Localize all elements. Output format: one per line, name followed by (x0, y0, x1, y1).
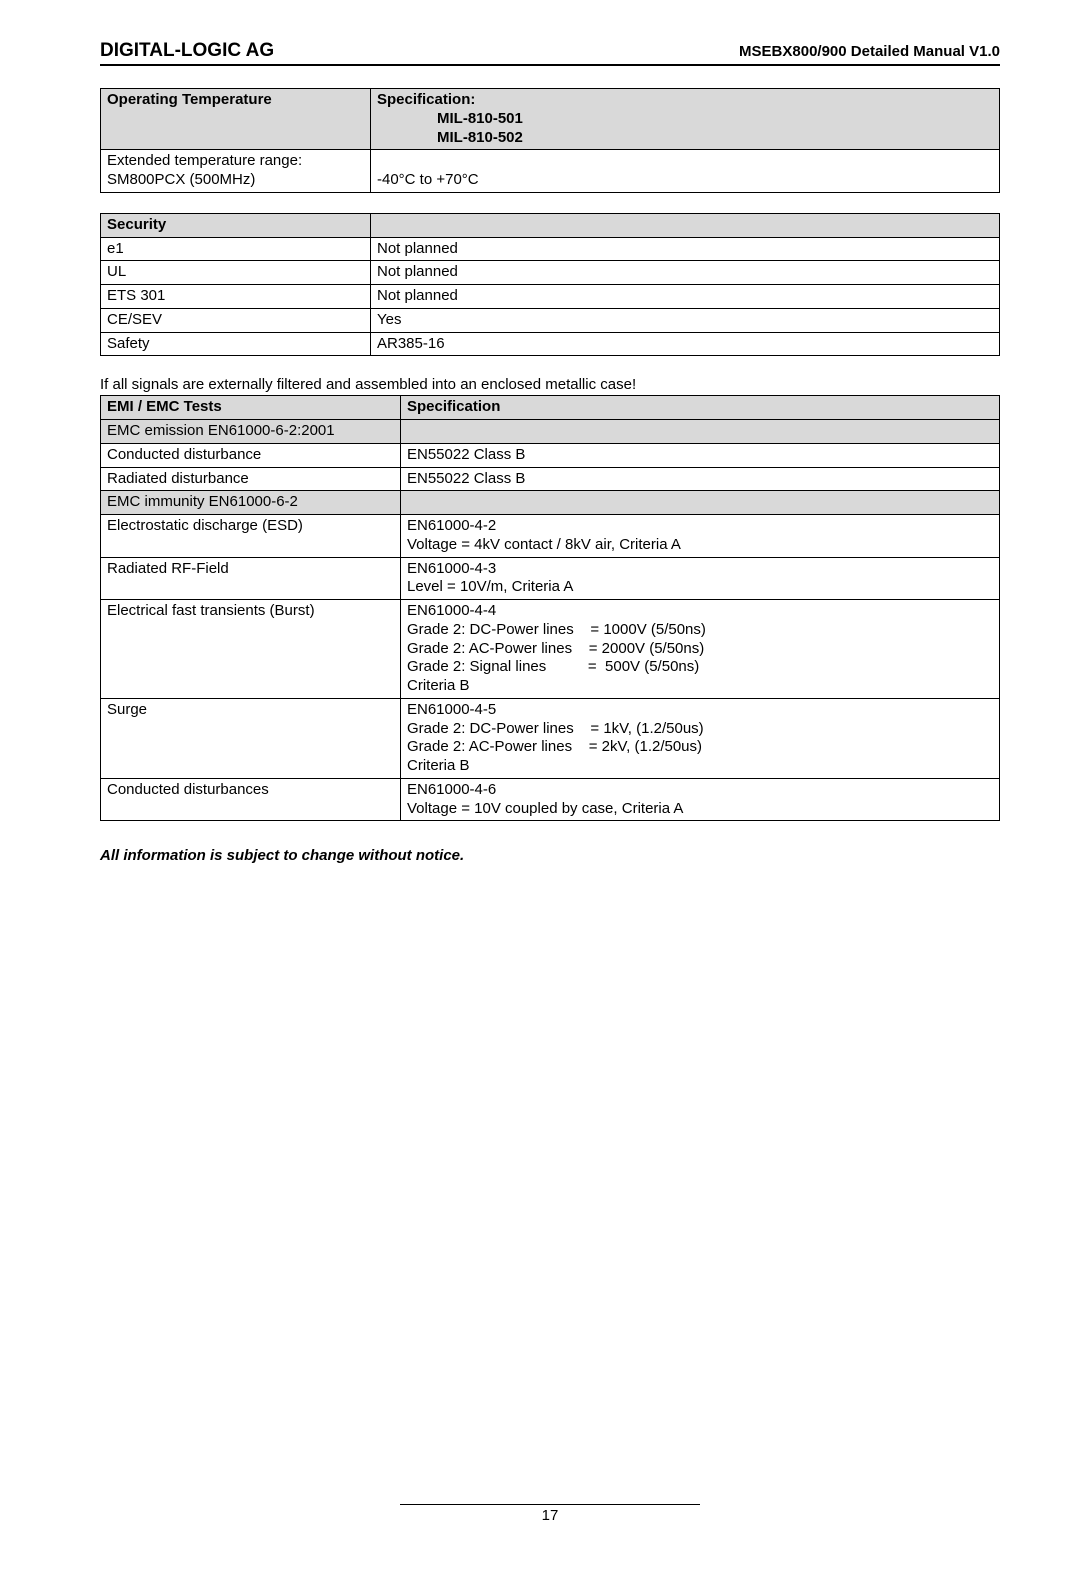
security-row-value: Not planned (371, 285, 1000, 309)
emc-table: EMI / EMC Tests Specification EMC emissi… (100, 395, 1000, 821)
op-temp-spec-header: Specification: MIL-810-501 MIL-810-502 (371, 89, 1000, 150)
emc-row-value: EN61000-4-4 Grade 2: DC-Power lines = 10… (401, 600, 1000, 699)
security-row-label: UL (101, 261, 371, 285)
page-header: DIGITAL-LOGIC AG MSEBX800/900 Detailed M… (100, 40, 1000, 66)
change-notice: All information is subject to change wit… (100, 847, 1000, 864)
emc-header-1: EMI / EMC Tests (101, 396, 401, 420)
emc-row-value: EN61000-4-5 Grade 2: DC-Power lines = 1k… (401, 698, 1000, 778)
page-number: 17 (542, 1507, 559, 1524)
emc-row-value (401, 420, 1000, 444)
security-row-value: Yes (371, 308, 1000, 332)
header-right: MSEBX800/900 Detailed Manual V1.0 (739, 43, 1000, 60)
emc-row-label: Electrical fast transients (Burst) (101, 600, 401, 699)
emc-row-label: Radiated RF-Field (101, 557, 401, 600)
security-header: Security (101, 213, 371, 237)
security-row-value: Not planned (371, 237, 1000, 261)
page-footer: 17 (400, 1504, 700, 1524)
security-row-label: Safety (101, 332, 371, 356)
security-table: Security e1Not plannedULNot plannedETS 3… (100, 213, 1000, 357)
security-row-value: Not planned (371, 261, 1000, 285)
security-row-label: ETS 301 (101, 285, 371, 309)
header-left: DIGITAL-LOGIC AG (100, 40, 274, 62)
op-temp-row-value: -40°C to +70°C (371, 150, 1000, 193)
emc-row-label: Surge (101, 698, 401, 778)
security-header-blank (371, 213, 1000, 237)
emc-row-value: EN61000-4-6 Voltage = 10V coupled by cas… (401, 778, 1000, 821)
operating-temperature-table: Operating Temperature Specification: MIL… (100, 88, 1000, 193)
emc-row-value: EN55022 Class B (401, 443, 1000, 467)
security-row-value: AR385-16 (371, 332, 1000, 356)
security-row-label: CE/SEV (101, 308, 371, 332)
security-row-label: e1 (101, 237, 371, 261)
emc-row-label: Electrostatic discharge (ESD) (101, 515, 401, 558)
emc-preline: If all signals are externally filtered a… (100, 376, 1000, 393)
emc-row-label: EMC emission EN61000-6-2:2001 (101, 420, 401, 444)
emc-header-2: Specification (401, 396, 1000, 420)
emc-row-label: Conducted disturbances (101, 778, 401, 821)
emc-row-value: EN61000-4-3 Level = 10V/m, Criteria A (401, 557, 1000, 600)
emc-row-label: Radiated disturbance (101, 467, 401, 491)
emc-row-value: EN55022 Class B (401, 467, 1000, 491)
op-temp-row-label: Extended temperature range: SM800PCX (50… (101, 150, 371, 193)
emc-row-value (401, 491, 1000, 515)
emc-row-value: EN61000-4-2 Voltage = 4kV contact / 8kV … (401, 515, 1000, 558)
emc-row-label: EMC immunity EN61000-6-2 (101, 491, 401, 515)
emc-row-label: Conducted disturbance (101, 443, 401, 467)
op-temp-header: Operating Temperature (101, 89, 371, 150)
